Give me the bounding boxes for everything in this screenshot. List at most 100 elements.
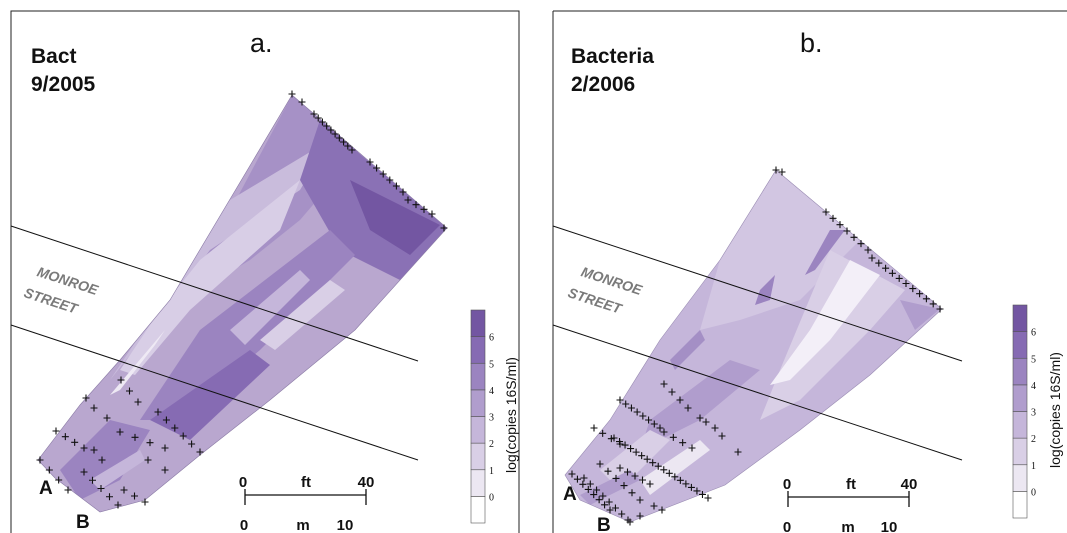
sample-point-marker <box>340 138 348 146</box>
sample-point-marker <box>632 448 640 456</box>
sample-point-marker <box>106 493 113 501</box>
sample-point-marker <box>601 501 609 509</box>
sample-point-marker <box>373 164 381 172</box>
sample-point-marker <box>154 408 162 416</box>
sample-point-marker <box>348 146 356 154</box>
street-edge-south <box>10 324 419 461</box>
sample-point-marker <box>622 400 630 408</box>
sample-point-marker <box>97 485 105 492</box>
sample-point-marker <box>584 485 592 493</box>
sample-point-marker <box>643 455 651 463</box>
sample-point-marker <box>718 432 726 440</box>
street-edge-north <box>10 225 419 362</box>
sample-point-marker <box>843 227 851 235</box>
sample-point-marker <box>568 470 576 478</box>
color-scale-legend: 0 1 2 3 4 5 6 log(copies 16S/ml) <box>1012 304 1063 519</box>
sample-point-marker <box>144 456 152 464</box>
street-label: MONROE STREET <box>22 263 101 317</box>
sample-point-marker <box>684 404 692 412</box>
sample-point-marker <box>618 510 626 518</box>
sample-point-marker <box>649 459 657 467</box>
scale-ft-unit: ft <box>846 476 856 493</box>
sample-point-marker <box>399 188 407 196</box>
sample-point-marker <box>335 134 343 142</box>
sample-point-marker <box>636 496 644 504</box>
sample-point-marker <box>650 502 658 510</box>
legend-swatch <box>470 496 486 524</box>
sample-point-marker <box>386 176 394 184</box>
sample-point-marker <box>616 438 624 446</box>
legend-title: log(copies 16S/ml) <box>1047 352 1063 468</box>
sample-point-marker <box>412 201 420 209</box>
sample-point-marker <box>734 448 742 456</box>
sample-point-marker <box>909 285 917 293</box>
scale-bar: 0 ft 40 0 m 10 <box>783 476 918 533</box>
panel-title-line1: Bacteria <box>571 45 654 68</box>
legend-tick-label: 1 <box>1031 461 1036 472</box>
panel-title-line2: 2/2006 <box>571 73 635 96</box>
sample-point-marker <box>605 498 613 506</box>
sample-point-marker <box>620 482 628 490</box>
legend-tick-label: 0 <box>489 492 494 503</box>
sample-point-marker <box>922 295 930 303</box>
sample-point-marker <box>36 456 44 464</box>
sample-point-marker <box>90 446 98 454</box>
panel-letter: b. <box>800 28 823 58</box>
sample-point-marker <box>656 424 664 432</box>
legend-tick-label: 2 <box>1031 434 1036 445</box>
panel-letter: a. <box>250 28 273 58</box>
legend-swatch <box>1012 357 1028 386</box>
legend-swatch <box>470 442 486 471</box>
sample-point-marker <box>660 380 668 388</box>
legend-tick-label: 5 <box>1031 354 1036 365</box>
sample-point-marker <box>392 182 400 190</box>
plume-outline <box>37 94 448 513</box>
street-label: MONROE STREET <box>566 263 645 317</box>
sample-point-marker <box>929 300 937 308</box>
sample-point-marker <box>628 489 636 497</box>
sample-point-marker <box>596 460 604 468</box>
sample-point-marker <box>579 480 587 488</box>
panel-frame <box>10 10 520 533</box>
sample-point-marker <box>612 474 620 482</box>
legend-swatch <box>1012 491 1028 519</box>
sample-point-marker <box>595 496 603 504</box>
scale-m-zero: 0 <box>240 517 248 533</box>
sample-point-marker <box>196 448 204 456</box>
scale-m-max: 10 <box>881 519 898 533</box>
sample-point-marker <box>604 467 612 475</box>
sample-point-marker <box>599 429 607 437</box>
sampling-points <box>36 90 448 509</box>
sample-point-marker <box>179 432 187 440</box>
sample-point-marker <box>310 110 318 118</box>
sampling-points <box>568 166 944 526</box>
sample-point-marker <box>693 487 701 495</box>
sample-point-marker <box>702 418 710 426</box>
sample-point-marker <box>627 445 635 453</box>
sample-point-marker <box>134 398 142 406</box>
legend-tick-label: 4 <box>489 386 494 397</box>
legend-tick-label: 1 <box>489 466 494 477</box>
sample-point-marker <box>171 424 179 432</box>
sample-point-marker <box>61 433 69 441</box>
sample-point-marker <box>660 466 668 474</box>
sample-point-marker <box>141 498 149 506</box>
legend-tick-label: 5 <box>489 359 494 370</box>
scale-m-max: 10 <box>337 517 354 533</box>
sample-point-marker <box>573 475 581 483</box>
sample-point-marker <box>420 205 428 213</box>
legend-tick-label: 6 <box>489 333 494 344</box>
sample-point-marker <box>688 444 696 452</box>
scale-m-zero: 0 <box>783 519 791 533</box>
sample-point-marker <box>298 98 306 106</box>
sample-point-marker <box>586 480 594 488</box>
sample-point-marker <box>669 433 677 441</box>
sample-point-marker <box>868 254 876 262</box>
street-edge-north <box>552 225 963 362</box>
sample-point-marker <box>676 476 684 484</box>
sample-point-marker <box>658 506 666 514</box>
sample-point-marker <box>875 259 883 267</box>
sample-point-marker <box>671 473 679 481</box>
sample-point-marker <box>902 280 910 287</box>
sample-point-marker <box>704 494 712 502</box>
